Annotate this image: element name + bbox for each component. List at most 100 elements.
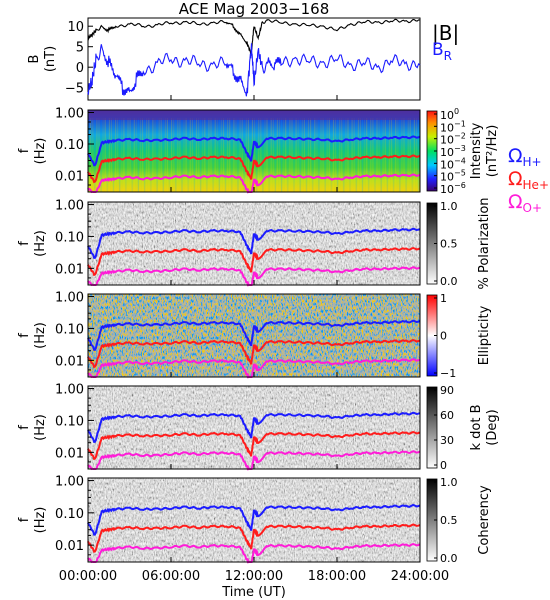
colorbar-tick-label: 0.0 — [440, 275, 458, 288]
f-ytick-label: 0.01 — [55, 539, 84, 554]
spectrogram-streak — [127, 118, 129, 192]
spectrogram-streak — [324, 118, 326, 192]
colorbar-label-text: Ellipticity — [477, 305, 492, 365]
spectrogram-streak — [388, 118, 391, 192]
spectrogram-streak — [115, 118, 117, 192]
spectrogram-streak — [110, 118, 112, 192]
spectrogram-streak — [94, 118, 96, 192]
spectrogram-streak — [156, 118, 158, 192]
spectrogram-streak — [287, 118, 289, 192]
spectrogram-streak — [185, 118, 187, 192]
spectrogram-streak — [415, 118, 418, 192]
spectrogram-streak — [370, 118, 372, 192]
he-plus-gyro-line — [87, 523, 421, 553]
f-ytick-label: 0.10 — [55, 322, 84, 337]
spectrogram-streak — [154, 118, 156, 192]
colorbar-tick-label: 60 — [440, 409, 454, 422]
spectrogram-streak — [150, 118, 152, 192]
spectrogram-streak — [96, 118, 98, 192]
colorbar-label-text: Coherency — [477, 485, 492, 555]
spectrogram-streak — [179, 118, 181, 192]
colorbar-tick-label: 0 — [440, 459, 447, 472]
spectrogram-streak — [276, 118, 278, 192]
spectrogram-streak — [374, 118, 376, 192]
spectrogram-streak — [229, 118, 231, 192]
spectrogram-streak — [183, 118, 185, 192]
panel-2: 1.00 0.10 0.01 f (Hz) 1.0 0.5 0.0 % Polarization — [17, 197, 492, 289]
colorbar-label: Intensity (nT²/Hz) — [469, 122, 500, 179]
b-total-line — [87, 18, 421, 57]
spectrogram-streak — [206, 118, 208, 192]
spectrogram-streak — [403, 118, 405, 192]
b-ytick-label: 5 — [76, 41, 84, 56]
spectrogram-streak — [121, 118, 123, 192]
spectrogram-streak — [233, 118, 235, 192]
f-ylabel: f (Hz) — [17, 230, 48, 257]
spectrogram-streak — [189, 118, 191, 192]
colorbar-unit-text: (Deg) — [485, 409, 500, 445]
x-tick-label: 12:00:00 — [225, 569, 283, 584]
b-panel-frame — [87, 17, 421, 101]
spectrogram-streak — [372, 118, 374, 192]
spectrogram-streak — [303, 118, 305, 192]
colorbar-tick-label: 0 — [440, 330, 447, 343]
f-ytick-label: 0.01 — [55, 262, 84, 277]
spectrogram-streak — [295, 118, 297, 192]
spectrogram-streak — [208, 118, 210, 192]
colorbar-label-text: % Polarization — [477, 197, 492, 289]
spectrogram-streak — [291, 118, 293, 192]
x-axis-label: Time (UT) — [221, 585, 286, 600]
he-plus-gyro-line — [87, 154, 421, 184]
b-r-line — [87, 43, 421, 97]
spectrogram-streak — [307, 118, 310, 192]
spectrogram-streak — [254, 118, 256, 192]
spectrogram-streak — [104, 118, 106, 192]
f-ylabel: f (Hz) — [17, 414, 48, 441]
spectrogram-streak — [264, 118, 266, 192]
spectrogram-streak — [359, 118, 361, 192]
spectrogram-streak — [399, 118, 401, 192]
spectrogram-streak — [214, 118, 216, 192]
spectrogram-streak — [129, 118, 131, 192]
f-ytick-label: 1.00 — [55, 106, 84, 121]
spectrogram-streak — [314, 118, 316, 192]
colorbar-label: % Polarization — [477, 197, 492, 289]
chart-title: ACE Mag 2003−168 — [179, 0, 330, 18]
spectrogram-streak — [243, 118, 245, 192]
colorbar-tick-label: 1 — [440, 292, 447, 305]
spectrogram-streak — [193, 118, 195, 192]
spectrogram-streak — [108, 118, 110, 192]
spectrogram-streak — [216, 118, 218, 192]
colorbar-tick-label: 0.0 — [440, 552, 458, 565]
colorbar-unit-text: (nT²/Hz) — [485, 125, 500, 178]
f-ytick-label: 0.01 — [55, 446, 84, 461]
colorbar-tick-label: 30 — [440, 434, 454, 447]
spectrogram-streak — [417, 118, 420, 192]
colorbar-label: Ellipticity — [477, 305, 492, 365]
spectrogram-streak — [123, 118, 125, 192]
spectrogram-streak — [274, 118, 276, 192]
spectrogram-streak — [401, 118, 403, 192]
spectrogram-streak — [339, 118, 341, 192]
spectrogram-streak — [353, 118, 355, 192]
spectrogram-streak — [268, 118, 270, 192]
spectrogram-streak — [119, 118, 121, 192]
legend-gyro-1: ΩHe+ — [508, 168, 549, 192]
x-tick-label: 18:00:00 — [308, 569, 366, 584]
spectrogram-streak — [384, 118, 386, 192]
spectrogram-streak — [220, 118, 222, 192]
spectrogram-streak — [368, 118, 370, 192]
spectrogram-streak — [357, 118, 359, 192]
spectrogram-streak — [249, 118, 251, 192]
spectrogram-streak — [137, 118, 139, 192]
f-ylabel-text: f — [17, 425, 32, 430]
f-yunit-text: (Hz) — [33, 507, 48, 534]
spectrogram-streak — [106, 118, 108, 192]
b-ytick-label: −5 — [65, 82, 84, 97]
spectrogram-streak — [164, 118, 166, 192]
f-yunit-text: (Hz) — [33, 230, 48, 257]
f-ytick-label: 1.00 — [55, 199, 84, 214]
spectrogram-streak — [270, 118, 272, 192]
spectrogram-streak — [297, 118, 299, 192]
